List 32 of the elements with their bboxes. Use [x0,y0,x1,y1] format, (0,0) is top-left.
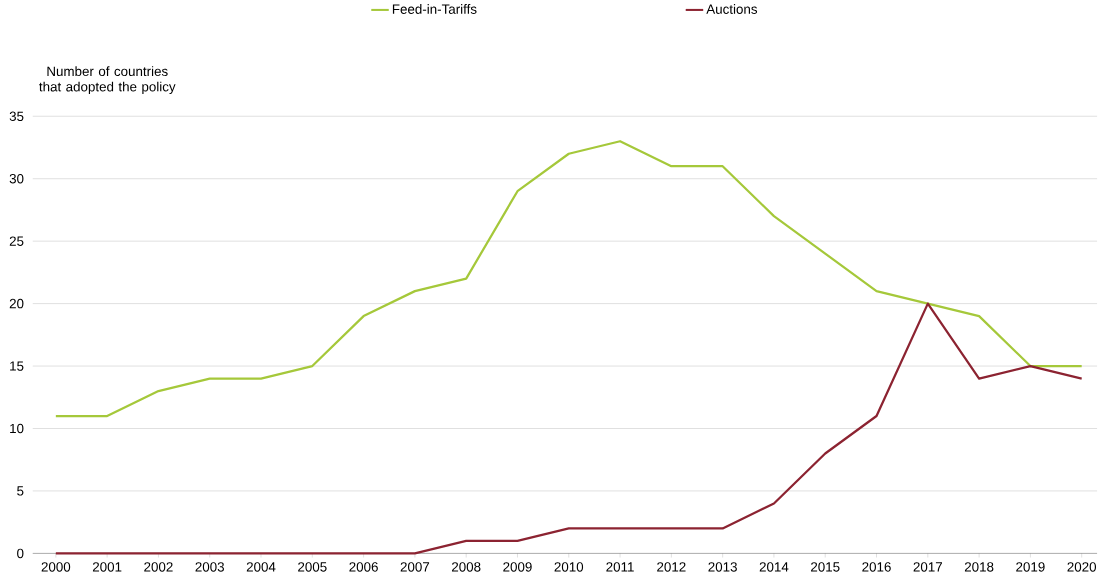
x-tick-label: 2020 [1067,562,1097,572]
y-tick-label: 30 [9,173,24,184]
x-tick-label: 2011 [606,562,634,572]
y-tick-label: 25 [9,236,24,246]
y-tick-label: 20 [9,298,24,309]
y-axis-title: Number of countries that adopted the policy [39,66,176,95]
x-tick-label: 2013 [708,562,737,572]
x-tick-label: 2001 [92,562,122,572]
x-tick-label: 2007 [400,562,430,572]
x-tick-label: 2002 [144,562,173,572]
legend-label: Auctions [706,4,758,14]
x-tick-label: 2008 [451,562,481,572]
x-tick-label: 2009 [503,562,532,572]
y-tick-label: 10 [10,423,24,434]
legend-label: Feed-in-Tariffs [392,4,477,14]
x-tick-label: 2016 [862,562,891,572]
x-tick-label: 2014 [759,562,789,572]
x-tick-label: 2015 [811,562,840,572]
y-tick-label: 15 [10,361,24,371]
x-tick-label: 2004 [246,562,276,572]
x-tick-label: 2006 [349,562,378,572]
x-tick-label: 2018 [964,562,994,572]
x-tick-label: 2019 [1016,562,1045,572]
y-tick-label: 35 [9,111,24,121]
x-tick-label: 2005 [298,562,327,572]
x-tick-label: 2017 [913,562,942,572]
x-tick-label: 2012 [657,562,686,572]
y-tick-label: 0 [17,548,24,559]
x-tick-label: 2000 [41,562,71,572]
y-tick-label: 5 [17,486,24,496]
x-tick-label: 2003 [195,562,224,572]
x-tick-label: 2010 [554,562,584,572]
